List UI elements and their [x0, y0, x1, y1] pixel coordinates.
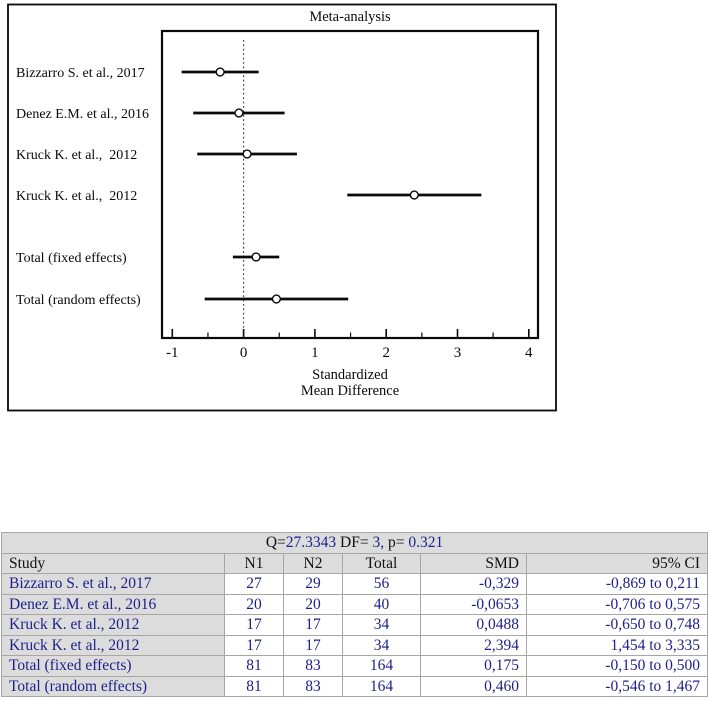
total-cell: 34 [342, 634, 421, 656]
point-estimate-marker [251, 252, 261, 262]
study-cell: Bizzarro S. et al., 2017 [1, 573, 225, 595]
x-tick-label: 2 [382, 345, 390, 361]
chart-title: Meta-analysis [309, 9, 391, 25]
p-value: 0.321 [408, 534, 444, 551]
q-label: Q= [265, 534, 286, 551]
n2-cell: 17 [283, 614, 343, 636]
study-label: Total (random effects) [16, 293, 141, 308]
x-axis-label-line1: Standardized [312, 367, 388, 383]
table-row: Denez E.M. et al., 2016 20 20 40 -0,0653… [1, 593, 708, 615]
table-row: Kruck K. et al., 2012 17 17 34 0,0488 -0… [1, 614, 708, 636]
study-label: Kruck K. et al., 2012 [16, 189, 137, 204]
figure-border [7, 3, 557, 412]
n1-cell: 20 [224, 593, 284, 615]
x-tick-label: 0 [240, 345, 248, 361]
col-header-ci: 95% CI [526, 552, 708, 574]
study-label: Bizzarro S. et al., 2017 [16, 66, 145, 81]
n1-cell: 17 [224, 614, 284, 636]
study-cell: Kruck K. et al., 2012 [1, 634, 225, 656]
total-cell: 34 [342, 614, 421, 636]
table-row: Total (random effects) 81 83 164 0,460 -… [1, 675, 708, 697]
x-axis-label-line2: Mean Difference [301, 383, 399, 399]
ci-cell: -0,869 to 0,211 [526, 573, 708, 595]
n2-cell: 83 [283, 655, 343, 677]
table-row: Kruck K. et al., 2012 17 17 34 2,394 1,4… [1, 634, 708, 656]
point-estimate-marker [234, 108, 244, 118]
n1-cell: 81 [224, 655, 284, 677]
smd-cell: 2,394 [420, 634, 527, 656]
x-tick-label: 1 [311, 345, 319, 361]
col-header-smd: SMD [420, 552, 527, 574]
ci-cell: -0,546 to 1,467 [526, 675, 708, 697]
smd-cell: -0,329 [420, 573, 527, 595]
n2-cell: 20 [283, 593, 343, 615]
point-estimate-marker [215, 67, 225, 77]
study-cell: Kruck K. et al., 2012 [1, 614, 225, 636]
point-estimate-marker [271, 294, 281, 304]
x-tick-label: 4 [525, 345, 533, 361]
table-row: Bizzarro S. et al., 2017 27 29 56 -0,329… [1, 573, 708, 595]
results-table: Q=27.3343 DF= 3, p= 0.321 Study N1 N2 To… [1, 532, 708, 697]
x-tick-label: -1 [166, 345, 179, 361]
n1-cell: 17 [224, 634, 284, 656]
total-cell: 164 [342, 655, 421, 677]
smd-cell: 0,175 [420, 655, 527, 677]
table-header-row: Study N1 N2 Total SMD 95% CI [1, 552, 708, 574]
col-header-study: Study [1, 552, 225, 574]
p-label: p= [384, 534, 409, 551]
study-label: Total (fixed effects) [16, 251, 127, 266]
ci-cell: -0,706 to 0,575 [526, 593, 708, 615]
study-label: Denez E.M. et al., 2016 [16, 107, 149, 122]
col-header-total: Total [342, 552, 421, 574]
col-header-n1: N1 [224, 552, 284, 574]
ci-cell: 1,454 to 3,335 [526, 634, 708, 656]
x-tick-label: 3 [454, 345, 462, 361]
n2-cell: 83 [283, 675, 343, 697]
plot-box [160, 29, 540, 340]
total-cell: 56 [342, 573, 421, 595]
total-cell: 164 [342, 675, 421, 697]
n2-cell: 17 [283, 634, 343, 656]
ci-cell: -0,150 to 0,500 [526, 655, 708, 677]
study-cell: Denez E.M. et al., 2016 [1, 593, 225, 615]
study-label: Kruck K. et al., 2012 [16, 148, 137, 163]
q-value: 27.3343 [285, 534, 337, 551]
table-row: Total (fixed effects) 81 83 164 0,175 -0… [1, 655, 708, 677]
smd-cell: 0,460 [420, 675, 527, 697]
study-cell: Total (fixed effects) [1, 655, 225, 677]
df-label: DF= [336, 534, 373, 551]
heterogeneity-stats: Q=27.3343 DF= 3, p= 0.321 [1, 532, 708, 554]
col-header-n2: N2 [283, 552, 343, 574]
n2-cell: 29 [283, 573, 343, 595]
point-estimate-marker [409, 190, 419, 200]
n1-cell: 27 [224, 573, 284, 595]
heterogeneity-row: Q=27.3343 DF= 3, p= 0.321 [1, 532, 708, 554]
smd-cell: 0,0488 [420, 614, 527, 636]
smd-cell: -0,0653 [420, 593, 527, 615]
df-value: 3, [372, 534, 385, 551]
study-cell: Total (random effects) [1, 675, 225, 697]
total-cell: 40 [342, 593, 421, 615]
ci-cell: -0,650 to 0,748 [526, 614, 708, 636]
point-estimate-marker [242, 149, 252, 159]
n1-cell: 81 [224, 675, 284, 697]
